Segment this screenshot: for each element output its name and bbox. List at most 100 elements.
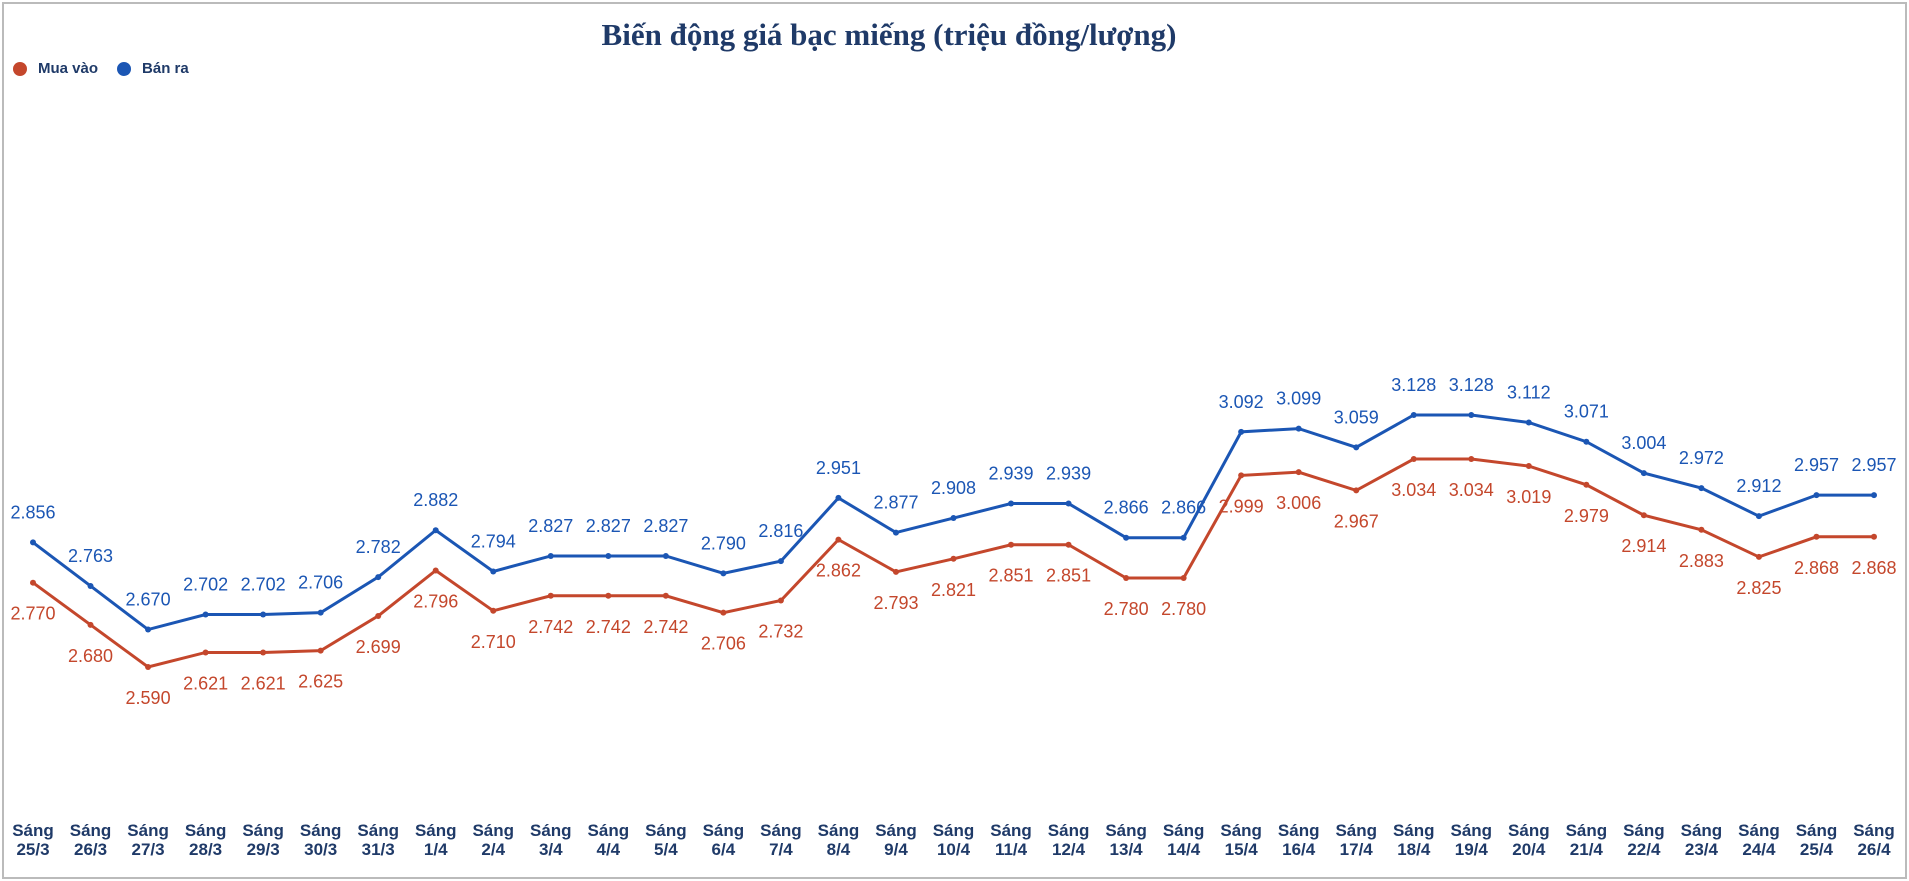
x-tick-label: Sáng 11/4 [990,821,1032,859]
point [1353,487,1360,494]
data-label: 2.862 [816,561,861,581]
x-tick-label: Sáng 23/4 [1681,821,1723,859]
point [1065,500,1072,507]
x-tick-label: Sáng 7/4 [760,821,802,859]
x-tick-label: Sáng 4/4 [588,821,630,859]
point [892,568,899,575]
point [490,568,497,575]
point [30,539,36,546]
point [1410,456,1417,463]
point [317,647,324,654]
x-tick-label: Sáng 3/4 [530,821,572,859]
data-label: 3.092 [1219,392,1264,412]
point [1640,512,1647,519]
point [1410,412,1417,418]
point [1008,541,1015,548]
data-label: 2.621 [183,673,228,693]
point [1813,533,1820,540]
point [835,536,842,543]
data-label: 2.883 [1679,551,1724,571]
point [662,552,669,559]
data-label: 2.796 [413,592,458,612]
x-tick-label: Sáng 25/3 [12,821,54,859]
point [1238,428,1245,435]
point [835,494,842,501]
x-tick-label: Sáng 27/3 [127,821,169,859]
legend-marker [117,62,132,76]
x-tick-label: Sáng 28/3 [185,821,227,859]
data-label: 2.939 [989,464,1034,484]
data-label: 2.794 [471,531,516,551]
point [1871,492,1877,499]
point [375,574,382,581]
data-label: 2.914 [1621,536,1666,556]
data-label: 2.790 [701,533,746,553]
point [1871,533,1877,540]
x-tick-label: Sáng 1/4 [415,821,457,859]
x-tick-label: Sáng 18/4 [1393,821,1435,859]
data-label: 2.825 [1736,578,1781,598]
point [1295,469,1302,476]
point [1353,444,1360,451]
data-label: 3.006 [1276,493,1321,513]
x-tick-label: Sáng 8/4 [818,821,860,859]
point [777,597,784,604]
data-label: 3.059 [1334,407,1379,427]
point [145,664,152,670]
data-label: 2.951 [816,458,861,478]
data-label: 2.866 [1161,498,1206,518]
data-label: 2.770 [10,604,55,624]
data-label: 2.851 [989,566,1034,586]
x-tick-label: Sáng 5/4 [645,821,687,859]
data-label: 2.780 [1104,599,1149,619]
point [202,611,209,618]
data-label: 3.128 [1391,375,1436,395]
point [950,555,957,562]
data-label: 2.702 [241,575,286,595]
x-tick-label: Sáng 21/4 [1566,821,1608,859]
data-label: 2.710 [471,632,516,652]
data-label: 3.019 [1506,487,1551,507]
point [1180,575,1187,582]
point [145,626,152,633]
point [87,621,94,628]
data-label: 2.780 [1161,599,1206,619]
point [605,592,612,599]
data-label: 2.972 [1679,448,1724,468]
x-tick-label: Sáng 14/4 [1163,821,1205,859]
data-label: 2.979 [1564,506,1609,526]
legend-marker [13,62,27,76]
data-label: 2.868 [1794,558,1839,578]
data-label: 2.866 [1104,498,1149,518]
x-tick-label: Sáng 24/4 [1738,821,1780,859]
data-label: 2.782 [356,537,401,557]
point [720,570,727,577]
x-tick-label: Sáng 15/4 [1220,821,1262,859]
point [202,649,209,656]
point [1755,513,1762,520]
data-label: 2.680 [68,646,113,666]
data-label: 2.793 [873,593,918,613]
data-label: 2.816 [758,521,803,541]
data-label: 2.957 [1851,455,1896,475]
data-label: 2.827 [528,516,573,536]
data-label: 2.939 [1046,464,1091,484]
data-label: 3.112 [1507,382,1551,402]
point [30,579,36,586]
data-label: 2.821 [931,580,976,600]
data-label: 2.706 [701,634,746,654]
x-tick-label: Sáng 29/3 [242,821,284,859]
x-tick-label: Sáng 26/3 [70,821,112,859]
point [432,527,439,534]
data-label: 2.706 [298,573,343,593]
point [317,609,324,616]
x-tick-label: Sáng 13/4 [1105,821,1147,859]
data-label: 2.621 [241,673,286,693]
x-tick-label: Sáng 26/4 [1853,821,1895,859]
point [87,582,94,589]
data-label: 2.827 [643,516,688,536]
data-label: 3.071 [1564,402,1609,422]
point [605,552,612,559]
